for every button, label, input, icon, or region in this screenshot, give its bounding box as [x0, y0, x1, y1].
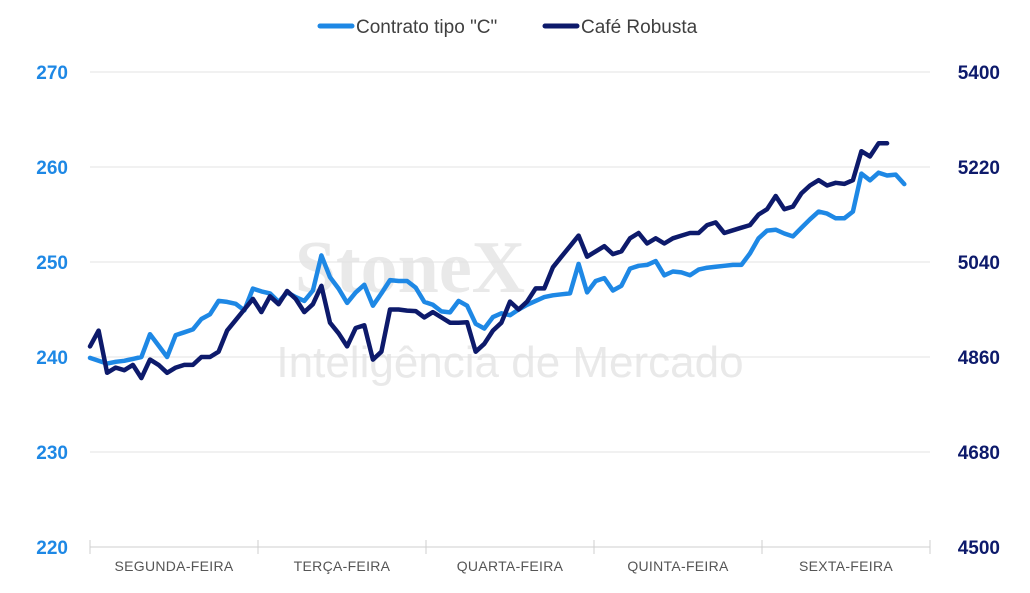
legend-label-contrato-c: Contrato tipo "C" [356, 17, 497, 38]
right-tick-label: 4860 [958, 348, 1000, 369]
watermark-logo: StoneX [295, 227, 525, 309]
series-lines [87, 141, 907, 381]
right-tick-label: 5040 [958, 253, 1000, 274]
legend: Contrato tipo "C" Café Robusta [317, 17, 698, 38]
gridlines [90, 71, 930, 453]
left-tick-label: 270 [36, 63, 68, 84]
series-line-contrato-c [87, 170, 907, 366]
category-label: QUINTA-FEIRA [627, 558, 729, 574]
left-tick-label: 220 [36, 538, 68, 559]
left-tick-label: 260 [36, 158, 68, 179]
category-label: TERÇA-FEIRA [294, 558, 391, 574]
right-y-axis: 4500 4680 4860 5040 5220 5400 [958, 63, 1000, 559]
left-tick-label: 240 [36, 348, 68, 369]
watermark: StoneX Inteligência de Mercado [276, 227, 743, 387]
legend-label-cafe-robusta: Café Robusta [581, 17, 698, 38]
watermark-tagline: Inteligência de Mercado [276, 338, 743, 387]
right-tick-label: 4500 [958, 538, 1000, 559]
right-tick-label: 5400 [958, 63, 1000, 84]
series-line-cafe-robusta [87, 141, 890, 381]
right-tick-label: 4680 [958, 443, 1000, 464]
right-tick-label: 5220 [958, 158, 1000, 179]
category-label: QUARTA-FEIRA [457, 558, 564, 574]
category-label: SEGUNDA-FEIRA [114, 558, 233, 574]
x-axis: SEGUNDA-FEIRA TERÇA-FEIRA QUARTA-FEIRA QUIN… [89, 540, 931, 574]
left-tick-label: 250 [36, 253, 68, 274]
category-label: SEXTA-FEIRA [799, 558, 893, 574]
left-tick-label: 230 [36, 443, 68, 464]
left-y-axis: 220 230 240 250 260 270 [36, 63, 68, 559]
